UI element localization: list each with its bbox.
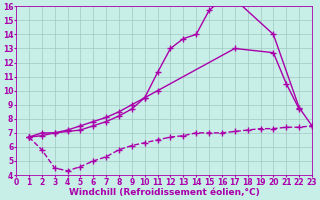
X-axis label: Windchill (Refroidissement éolien,°C): Windchill (Refroidissement éolien,°C) <box>68 188 260 197</box>
